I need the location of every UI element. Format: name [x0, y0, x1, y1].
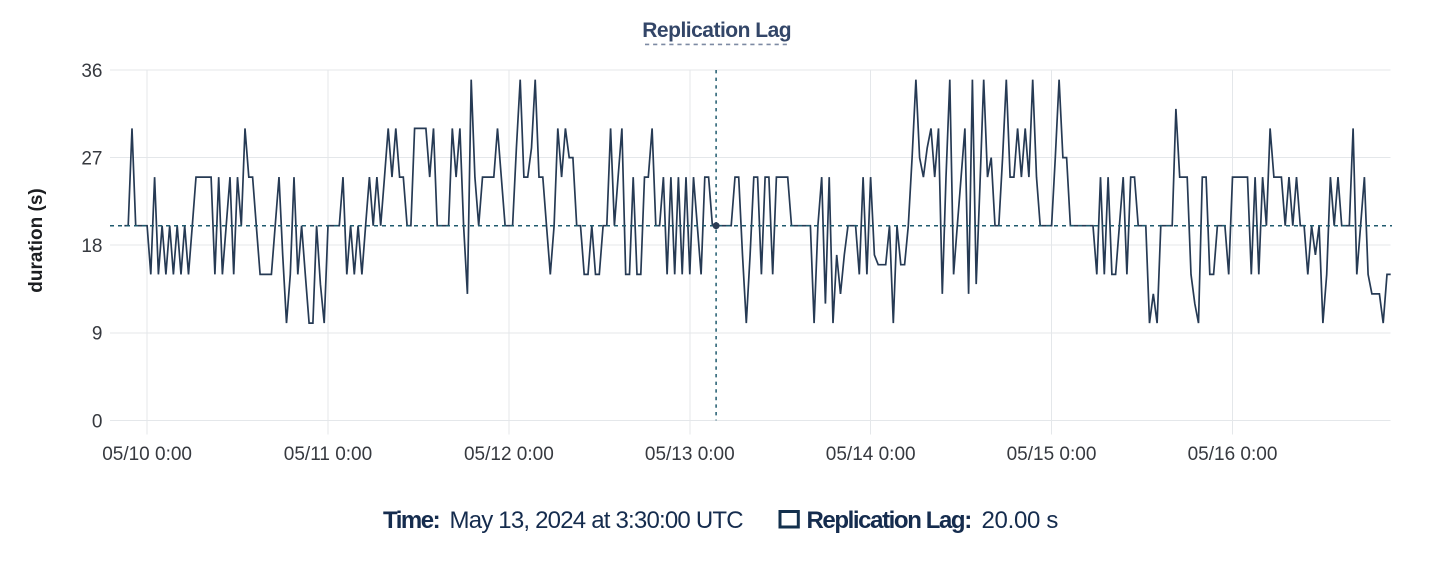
- svg-text:0: 0: [92, 411, 103, 432]
- svg-text:27: 27: [81, 149, 102, 170]
- svg-text:36: 36: [81, 61, 102, 82]
- svg-text:05/12 0:00: 05/12 0:00: [464, 444, 554, 465]
- svg-text:Replication Lag: Replication Lag: [642, 19, 791, 42]
- svg-text:Replication Lag:: Replication Lag:: [807, 507, 971, 534]
- svg-text:18: 18: [81, 236, 102, 257]
- svg-text:05/14 0:00: 05/14 0:00: [826, 444, 916, 465]
- svg-text:05/15 0:00: 05/15 0:00: [1007, 444, 1097, 465]
- svg-text:May 13, 2024 at 3:30:00 UTC: May 13, 2024 at 3:30:00 UTC: [450, 507, 744, 534]
- svg-text:05/10 0:00: 05/10 0:00: [102, 444, 192, 465]
- svg-text:duration (s): duration (s): [26, 188, 47, 293]
- svg-text:05/13 0:00: 05/13 0:00: [645, 444, 735, 465]
- svg-text:05/11 0:00: 05/11 0:00: [284, 444, 372, 465]
- svg-text:Time:: Time:: [383, 507, 439, 534]
- svg-text:05/16 0:00: 05/16 0:00: [1188, 444, 1278, 465]
- svg-text:9: 9: [92, 324, 103, 345]
- svg-text:20.00 s: 20.00 s: [982, 507, 1059, 534]
